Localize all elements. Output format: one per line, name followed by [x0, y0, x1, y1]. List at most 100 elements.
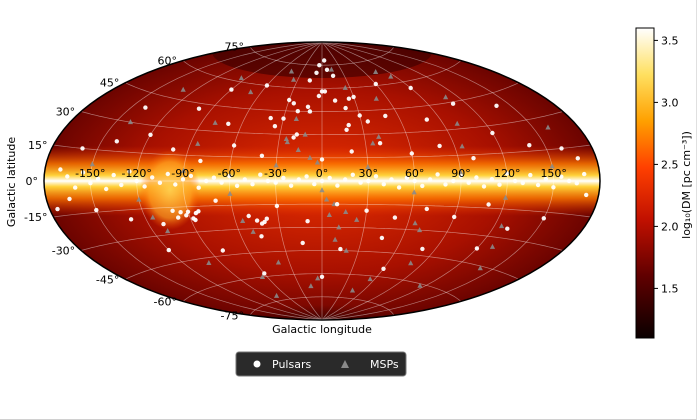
pulsar-point: [304, 174, 309, 179]
msp-point: [370, 140, 376, 146]
pulsar-point: [134, 178, 139, 184]
pulsar-point: [291, 135, 296, 140]
pulsar-point: [88, 180, 93, 186]
msp-point: [458, 169, 464, 175]
pulsar-point: [296, 177, 301, 182]
pulsar-point: [322, 89, 328, 94]
pulsar-point: [242, 177, 247, 182]
pulsar-point: [319, 157, 325, 162]
msp-point: [89, 161, 95, 167]
msp-point: [195, 140, 201, 146]
pulsar-point: [314, 70, 319, 76]
msp-point: [342, 84, 348, 90]
msp-point: [227, 190, 233, 196]
pulsar-point: [450, 101, 456, 106]
pulsar-point: [287, 97, 292, 103]
msp-point: [180, 86, 186, 92]
pulsar-point: [274, 203, 280, 209]
msp-point: [150, 214, 156, 220]
pulsar-point: [250, 182, 255, 187]
pulsar-point: [322, 58, 327, 63]
msp-points: [89, 66, 555, 298]
pulsar-point: [161, 221, 166, 227]
pulsar-point: [229, 87, 234, 92]
msp-point: [502, 194, 509, 200]
msp-point: [459, 143, 465, 149]
msp-point: [411, 189, 417, 195]
pulsar-point: [264, 216, 269, 221]
latitude-tick-label: -60°: [154, 295, 177, 308]
pulsar-point: [420, 183, 425, 189]
pulsar-point: [246, 213, 251, 219]
pulsar-point: [559, 146, 564, 151]
pulsar-point: [185, 209, 191, 214]
pulsar-point: [142, 184, 147, 189]
parallel-line: [81, 226, 563, 251]
longitude-tick-label: 0°: [316, 167, 329, 180]
msp-point: [319, 187, 325, 193]
pulsar-point: [67, 196, 72, 202]
meridian-line: [321, 42, 508, 320]
msp-point: [417, 282, 423, 288]
pulsar-point: [452, 214, 457, 220]
pulsar-point: [435, 172, 440, 177]
pulsar-point: [357, 113, 362, 118]
pulsar-point: [551, 185, 556, 190]
pulsar-point: [295, 109, 300, 114]
pulsar-point: [437, 143, 442, 149]
msp-point: [302, 131, 308, 137]
colorbar-tick-label: 1.5: [661, 282, 679, 295]
pulsar-point: [335, 183, 340, 188]
msp-point: [275, 259, 282, 265]
latitude-tick-label: 30°: [56, 106, 76, 119]
colorbar-tick-label: 2.5: [661, 158, 679, 171]
latitude-tick-label: 75°: [225, 41, 245, 54]
pulsar-point: [104, 186, 109, 192]
legend-msps-label: MSPs: [370, 358, 399, 371]
latitude-tick-label: 0°: [26, 175, 39, 188]
legend-pulsars-label: Pulsars: [272, 358, 311, 371]
pulsar-point: [489, 177, 495, 182]
colorbar-label: log₁₀(DM [pc cm⁻³]): [680, 131, 693, 239]
pulsar-point: [497, 182, 502, 187]
pulsar-point: [291, 101, 296, 106]
pulsar-point: [409, 151, 414, 156]
msp-point: [373, 68, 379, 74]
longitude-tick-label: 150°: [540, 167, 567, 180]
parallel-line: [249, 296, 395, 316]
pulsar-point: [305, 104, 311, 110]
msp-point: [288, 68, 295, 74]
pulsar-point: [520, 180, 525, 186]
pulsar-point: [272, 124, 278, 129]
pulsar-point: [143, 105, 148, 110]
meridian-line: [321, 42, 555, 320]
msp-point: [290, 76, 297, 82]
msp-point: [250, 228, 256, 234]
legend-msp-marker: [341, 360, 349, 368]
map-outline: [43, 41, 601, 321]
pulsar-point: [443, 182, 448, 187]
pulsar-point: [381, 182, 386, 187]
latitude-tick-label: 45°: [100, 77, 120, 90]
pulsar-point: [268, 115, 273, 121]
pulsar-point: [65, 174, 70, 179]
pulsar-point: [193, 217, 198, 223]
pulsar-point: [373, 81, 378, 87]
colorbar-ticks: 1.5 2.0 2.5 3.0 3.5: [654, 34, 679, 295]
pulsar-point: [300, 240, 305, 246]
pulsar-point: [541, 216, 546, 221]
latitude-tick-label: -75°: [221, 309, 244, 322]
pulsar-point: [180, 177, 186, 182]
pulsar-point: [127, 169, 132, 174]
pulsar-point: [319, 274, 325, 279]
pulsar-point: [166, 247, 171, 253]
pulsar-point: [165, 171, 170, 177]
msp-point: [136, 196, 142, 202]
pulsar-point: [80, 146, 85, 151]
pulsar-point: [305, 219, 310, 224]
pulsar-point: [265, 178, 271, 184]
pulsar-point: [346, 122, 351, 128]
msp-point: [284, 139, 290, 145]
pulsar-point: [396, 185, 402, 190]
pulsar-point: [392, 215, 398, 220]
